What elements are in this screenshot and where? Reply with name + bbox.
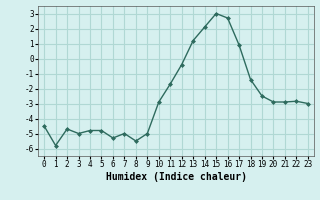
X-axis label: Humidex (Indice chaleur): Humidex (Indice chaleur) bbox=[106, 172, 246, 182]
